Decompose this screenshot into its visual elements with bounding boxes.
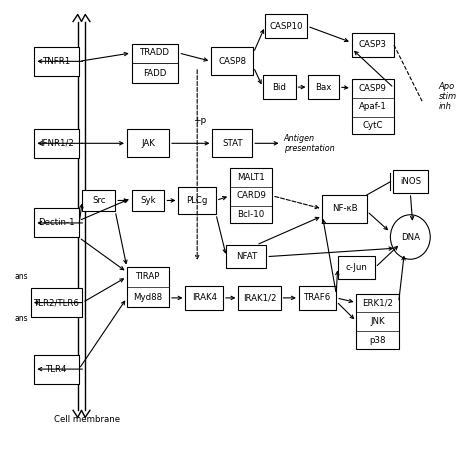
Text: FADD: FADD bbox=[143, 70, 167, 79]
FancyBboxPatch shape bbox=[178, 187, 216, 214]
Text: CASP9: CASP9 bbox=[359, 83, 387, 92]
FancyBboxPatch shape bbox=[337, 256, 375, 279]
Text: TLR2/TLR6: TLR2/TLR6 bbox=[34, 298, 80, 307]
Text: PLCg: PLCg bbox=[186, 196, 208, 205]
Text: IRAK1/2: IRAK1/2 bbox=[243, 293, 276, 302]
FancyBboxPatch shape bbox=[132, 44, 178, 83]
Text: ERK1/2: ERK1/2 bbox=[362, 298, 393, 307]
Text: ans: ans bbox=[15, 273, 28, 281]
Text: Myd88: Myd88 bbox=[134, 293, 163, 302]
Text: DNA: DNA bbox=[401, 233, 420, 241]
FancyBboxPatch shape bbox=[35, 209, 79, 237]
Text: Dectin-1: Dectin-1 bbox=[38, 219, 75, 228]
Text: c-Jun: c-Jun bbox=[346, 263, 367, 272]
Text: CARD9: CARD9 bbox=[236, 191, 266, 201]
FancyBboxPatch shape bbox=[263, 75, 296, 99]
Text: Bax: Bax bbox=[316, 82, 332, 91]
Text: IRAK4: IRAK4 bbox=[191, 293, 217, 302]
FancyBboxPatch shape bbox=[35, 47, 79, 76]
FancyBboxPatch shape bbox=[185, 286, 223, 310]
FancyBboxPatch shape bbox=[299, 286, 337, 310]
Text: CASP3: CASP3 bbox=[359, 40, 387, 49]
Text: CASP10: CASP10 bbox=[269, 22, 303, 31]
FancyBboxPatch shape bbox=[265, 15, 307, 38]
FancyBboxPatch shape bbox=[82, 190, 115, 211]
Text: Apaf-1: Apaf-1 bbox=[359, 102, 387, 111]
Text: +p: +p bbox=[193, 116, 206, 125]
FancyBboxPatch shape bbox=[393, 171, 428, 193]
FancyBboxPatch shape bbox=[238, 286, 281, 310]
FancyBboxPatch shape bbox=[211, 47, 254, 75]
FancyBboxPatch shape bbox=[352, 79, 394, 135]
FancyBboxPatch shape bbox=[127, 129, 169, 157]
Text: iNOS: iNOS bbox=[400, 177, 421, 186]
Text: TRAF6: TRAF6 bbox=[304, 293, 331, 302]
Text: ans: ans bbox=[15, 314, 28, 323]
FancyBboxPatch shape bbox=[322, 195, 367, 223]
Text: Syk: Syk bbox=[140, 196, 156, 205]
Text: Antigen
presentation: Antigen presentation bbox=[284, 134, 335, 153]
Text: JNK: JNK bbox=[370, 317, 385, 326]
Text: Apo
stim
inh: Apo stim inh bbox=[438, 82, 456, 111]
FancyBboxPatch shape bbox=[132, 190, 164, 211]
FancyBboxPatch shape bbox=[35, 355, 79, 383]
Ellipse shape bbox=[391, 215, 430, 259]
Text: JAK: JAK bbox=[141, 139, 155, 148]
FancyBboxPatch shape bbox=[127, 267, 169, 307]
Text: TRADD: TRADD bbox=[140, 48, 170, 57]
Text: TIRAP: TIRAP bbox=[136, 273, 160, 281]
FancyBboxPatch shape bbox=[227, 245, 266, 268]
Text: IFNR1/2: IFNR1/2 bbox=[40, 139, 73, 148]
FancyBboxPatch shape bbox=[31, 288, 82, 317]
Text: p38: p38 bbox=[369, 336, 386, 345]
Text: STAT: STAT bbox=[222, 139, 243, 148]
FancyBboxPatch shape bbox=[352, 33, 394, 57]
Text: NFAT: NFAT bbox=[236, 252, 257, 261]
Text: TNFR1: TNFR1 bbox=[43, 57, 71, 66]
Text: CASP8: CASP8 bbox=[219, 57, 246, 66]
Text: Bid: Bid bbox=[272, 82, 286, 91]
Text: Bcl-10: Bcl-10 bbox=[237, 210, 264, 219]
Text: CytC: CytC bbox=[363, 121, 383, 130]
FancyBboxPatch shape bbox=[309, 75, 339, 99]
Text: Cell membrane: Cell membrane bbox=[54, 415, 120, 424]
FancyBboxPatch shape bbox=[35, 129, 79, 158]
FancyBboxPatch shape bbox=[212, 129, 252, 157]
Text: NF-κB: NF-κB bbox=[332, 204, 357, 213]
FancyBboxPatch shape bbox=[356, 294, 399, 349]
Text: TLR4: TLR4 bbox=[46, 365, 67, 374]
Text: Src: Src bbox=[92, 196, 106, 205]
Text: MALT1: MALT1 bbox=[237, 173, 265, 182]
FancyBboxPatch shape bbox=[230, 168, 272, 223]
